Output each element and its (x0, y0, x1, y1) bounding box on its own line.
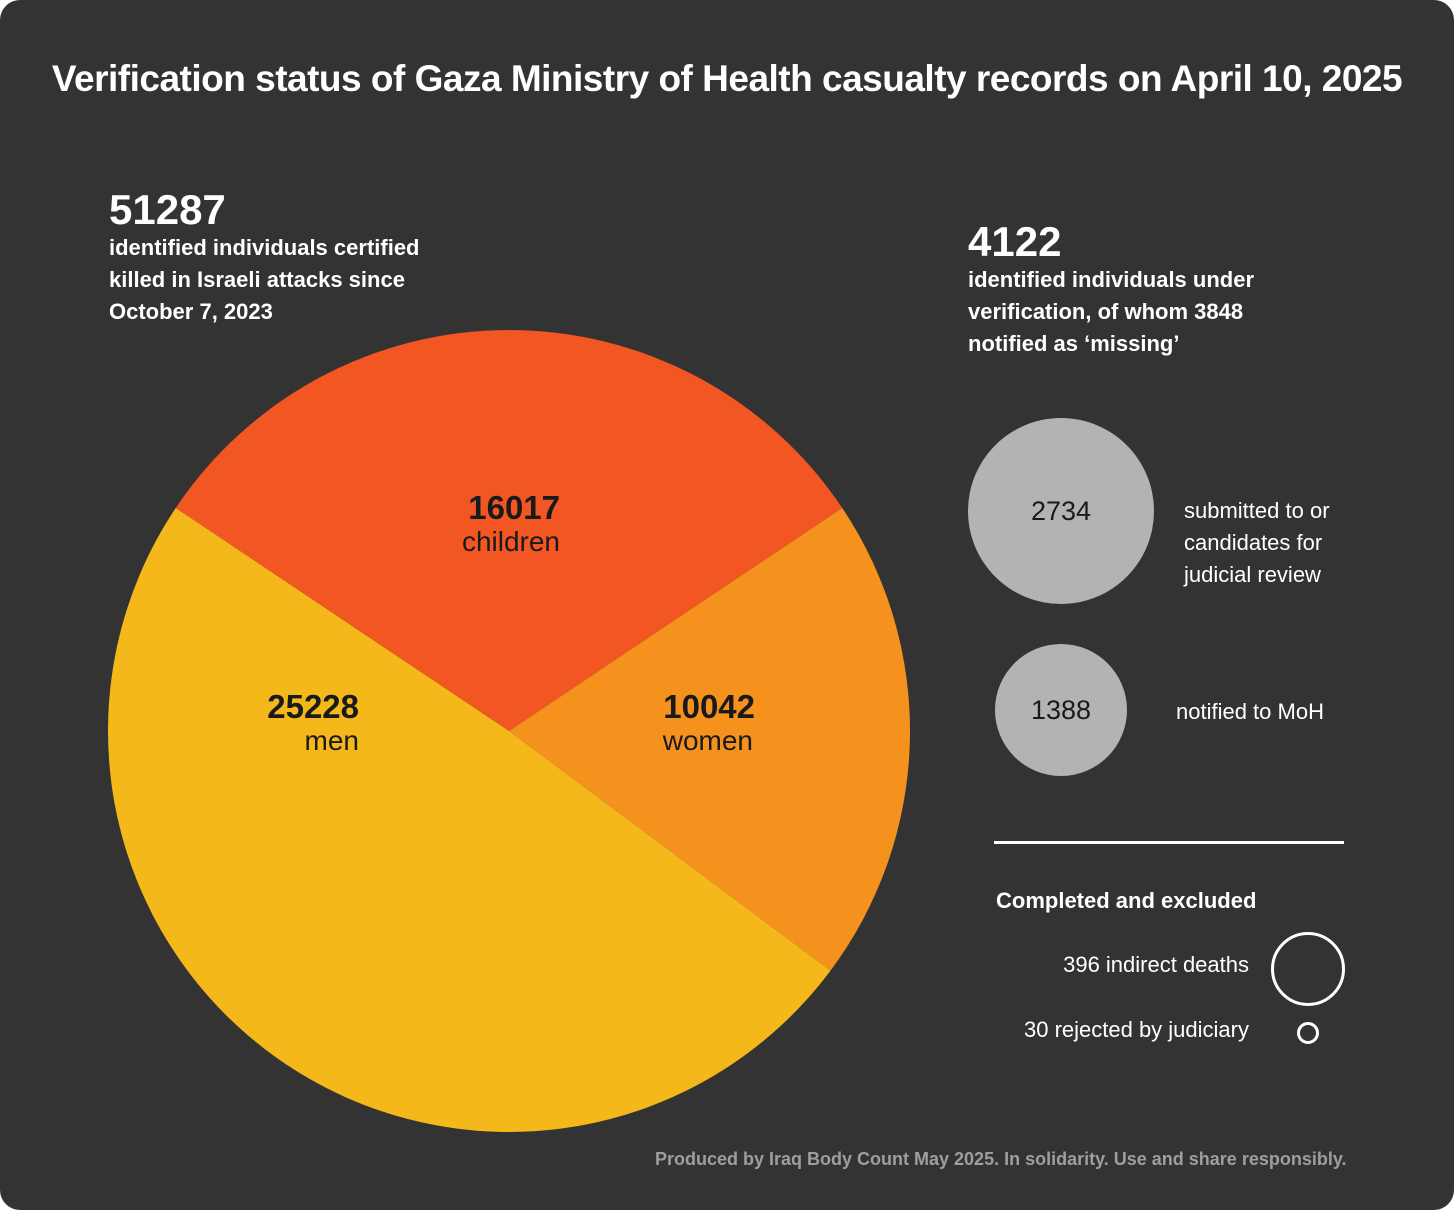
total-count: 51287 (109, 186, 226, 233)
slice-value-men: 25228 (267, 688, 359, 725)
verification-description: identified individuals under verificatio… (968, 267, 1255, 356)
moh-label: notified to MoH (1176, 699, 1324, 724)
slice-label-children: children (462, 526, 560, 557)
judicial-review-count: 2734 (1030, 495, 1092, 526)
indirect-deaths-label: 396 indirect deaths (1063, 952, 1249, 977)
moh-bubble: 1388 (995, 644, 1127, 776)
section-divider (994, 841, 1344, 844)
pie-slice-children (175, 329, 843, 731)
rejected-label: 30 rejected by judiciary (1023, 1017, 1249, 1042)
moh-count: 1388 (1030, 694, 1092, 725)
pie-slice-men (107, 508, 831, 1133)
slice-value-children: 16017 (468, 489, 560, 526)
chart-title: Verification status of Gaza Ministry of … (51, 58, 1403, 99)
verification-count: 4122 (968, 218, 1062, 265)
judicial-review-label: submitted to or candidates for judicial … (1184, 498, 1330, 587)
pie-slices (107, 329, 910, 1133)
judicial-review-bubble: 2734 (968, 418, 1154, 604)
slice-label-men: men (305, 725, 359, 756)
pie-slice-women (509, 508, 910, 971)
indirect-deaths-ring (1271, 932, 1345, 1006)
excluded-heading: Completed and excluded (996, 888, 1257, 913)
footer-credit: Produced by Iraq Body Count May 2025. In… (655, 1149, 1347, 1169)
slice-label-women: women (662, 725, 753, 756)
slice-value-women: 10042 (663, 688, 755, 725)
slice-labels: 16017 children 10042 women 25228 men (267, 489, 755, 756)
rejected-ring (1297, 1022, 1319, 1044)
total-description: identified individuals certified killed … (109, 235, 420, 324)
